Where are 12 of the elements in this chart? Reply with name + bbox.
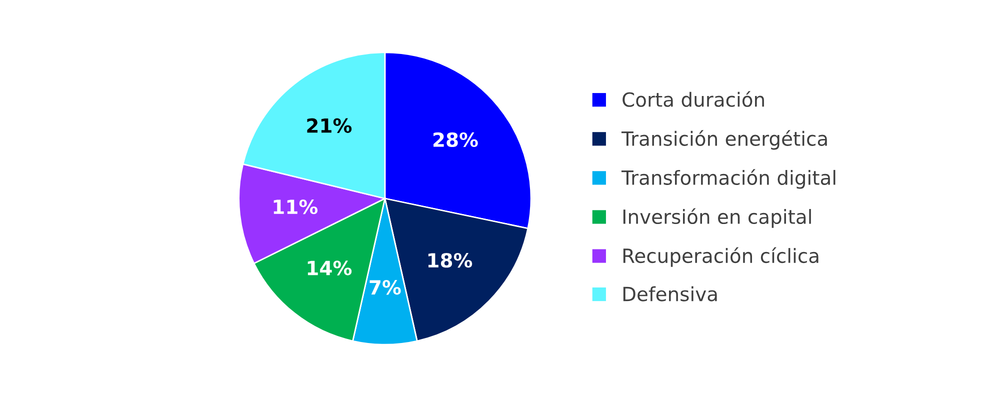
legend-label: Inversión en capital xyxy=(623,208,811,228)
legend-label: Defensiva xyxy=(623,286,717,302)
data-label: 28% xyxy=(434,132,478,148)
data-label: 18% xyxy=(428,252,472,268)
legend-label: Transición energética xyxy=(621,130,827,150)
legend-label: Transformación digital xyxy=(621,169,836,189)
data-label: 14% xyxy=(308,260,352,276)
legend-label: Recuperación cíclica xyxy=(623,247,818,267)
data-label: 21% xyxy=(307,118,352,133)
legend-label: Corta duración xyxy=(622,91,764,107)
data-label: 11% xyxy=(274,199,318,214)
data-label: 7% xyxy=(370,280,401,295)
